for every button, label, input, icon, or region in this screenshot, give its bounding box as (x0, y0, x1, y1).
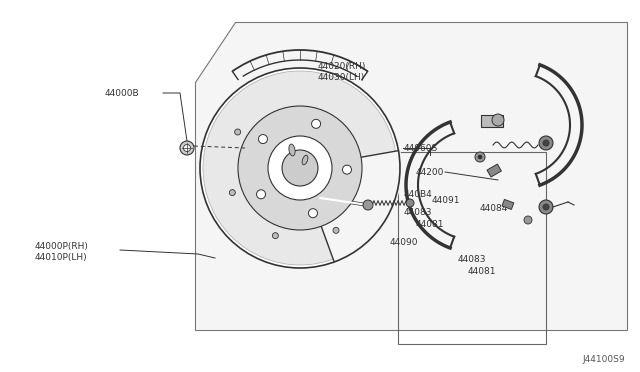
Circle shape (492, 114, 504, 126)
Circle shape (363, 200, 373, 210)
Text: 44051: 44051 (325, 189, 353, 198)
Text: 44200: 44200 (416, 167, 444, 176)
Bar (481, 115, 503, 127)
Circle shape (259, 135, 268, 144)
Circle shape (238, 106, 362, 230)
Text: 44081: 44081 (468, 267, 497, 276)
Circle shape (543, 204, 549, 210)
Text: 44000P(RH)
44010P(LH): 44000P(RH) 44010P(LH) (35, 242, 89, 262)
Circle shape (282, 150, 318, 186)
Circle shape (406, 199, 414, 207)
Text: 44091: 44091 (432, 196, 461, 205)
Text: 44083: 44083 (458, 256, 486, 264)
Wedge shape (300, 150, 402, 264)
Circle shape (539, 200, 553, 214)
Circle shape (543, 140, 549, 146)
Circle shape (539, 136, 553, 150)
Circle shape (268, 136, 332, 200)
Bar (398, 152, 546, 344)
Text: 44090: 44090 (390, 237, 419, 247)
Circle shape (312, 119, 321, 128)
Ellipse shape (302, 155, 308, 165)
Text: 44081: 44081 (416, 219, 445, 228)
Polygon shape (195, 22, 627, 330)
Text: 44060S: 44060S (404, 144, 438, 153)
Text: 440B4: 440B4 (404, 189, 433, 199)
Circle shape (524, 216, 532, 224)
Circle shape (200, 68, 400, 268)
Circle shape (235, 129, 241, 135)
Bar (487, 164, 501, 177)
Circle shape (184, 144, 191, 151)
Circle shape (257, 190, 266, 199)
Text: 44000B: 44000B (105, 89, 140, 97)
Circle shape (229, 190, 236, 196)
Circle shape (342, 165, 351, 174)
Circle shape (203, 71, 397, 265)
Circle shape (308, 209, 317, 218)
Circle shape (478, 155, 482, 159)
Ellipse shape (289, 144, 295, 156)
Text: 44020(RH)
44030(LH): 44020(RH) 44030(LH) (318, 62, 366, 82)
Text: 44084: 44084 (480, 203, 508, 212)
Circle shape (475, 152, 485, 162)
Circle shape (333, 227, 339, 233)
Circle shape (180, 141, 194, 155)
Circle shape (273, 232, 278, 239)
Text: 44083: 44083 (404, 208, 433, 217)
Text: J44100S9: J44100S9 (582, 356, 625, 365)
Bar (502, 199, 514, 209)
Text: 44180(RH)
44180+AC(LH): 44180(RH) 44180+AC(LH) (295, 206, 362, 226)
